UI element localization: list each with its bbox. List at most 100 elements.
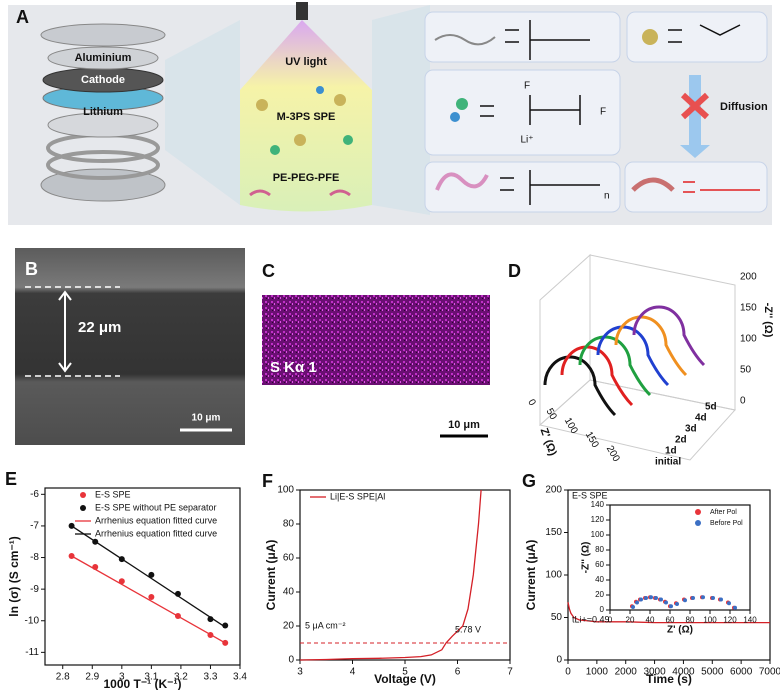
data-point <box>675 602 679 606</box>
x-axis-label: Time (s) <box>646 672 692 686</box>
particles <box>249 86 353 197</box>
thickness-label: 22 μm <box>78 319 121 336</box>
data-point <box>701 595 705 600</box>
element-label: S Kα 1 <box>270 359 317 376</box>
panel-letter: G <box>522 471 536 491</box>
data-point <box>683 598 687 603</box>
chem-text: F <box>600 107 606 118</box>
day-label: 4d <box>695 413 707 424</box>
data-point <box>649 595 653 600</box>
x-tick-label: 3.1 <box>144 672 158 683</box>
x-tick-label: 6 <box>455 667 461 678</box>
x-tick-label: 40 <box>646 616 655 625</box>
data-line <box>299 489 482 661</box>
uv-lamp <box>296 2 308 20</box>
y-tick-label: 0 <box>600 605 605 614</box>
panel-letter: B <box>25 259 38 279</box>
x-tick-label: 2.9 <box>85 672 99 683</box>
data-point <box>711 596 715 600</box>
data-point <box>635 600 639 605</box>
zoom-wedge <box>165 20 240 205</box>
y-tick-label: 100 <box>591 530 605 539</box>
y-axis-label: Current (μA) <box>524 540 538 611</box>
data-point <box>733 605 737 610</box>
panel-letter: E <box>5 469 17 489</box>
y-tick-label: -10 <box>25 615 40 626</box>
diffusion-label: Diffusion <box>720 101 768 113</box>
z-tick-label: 200 <box>740 272 757 283</box>
y-tick-label: -9 <box>30 584 39 595</box>
x-tick-label: 3.2 <box>174 672 188 683</box>
x-tick-label: 3000 <box>643 667 666 678</box>
z-tick-label: 100 <box>740 334 757 345</box>
y-tick-label: -7 <box>30 521 39 532</box>
y-tick-label: 20 <box>283 621 295 632</box>
data-line <box>567 602 770 624</box>
data-point <box>118 578 125 585</box>
y-tick-label: 20 <box>595 590 604 599</box>
data-point <box>148 594 155 601</box>
x-tick-label: 3.4 <box>233 672 247 683</box>
cell-label: Lithium <box>83 106 123 118</box>
zoom-wedge <box>372 5 430 215</box>
y-tick-label: -11 <box>25 647 39 658</box>
y-tick-label: 80 <box>595 545 604 554</box>
x-tick-label: 5000 <box>701 667 724 678</box>
data-point <box>631 605 635 609</box>
boundary <box>25 286 120 377</box>
day-label: 5d <box>705 402 717 413</box>
x-tick-label: 3 <box>119 672 125 683</box>
data-point <box>669 604 673 609</box>
x-tick-label: 2000 <box>615 667 638 678</box>
legend-swatch <box>695 509 701 515</box>
z-tick-label: 0 <box>740 396 746 407</box>
y-axis-label: -Z'' (Ω) <box>581 542 592 574</box>
annotation: E-S SPE <box>572 490 608 500</box>
data-point <box>654 596 658 600</box>
eis-curves-3d <box>543 305 706 417</box>
diffusion-arrow <box>680 145 710 158</box>
panel-letter: A <box>16 7 29 27</box>
data-point <box>639 597 643 602</box>
spe-label: M-3PS SPE <box>277 111 336 123</box>
legend-swatch <box>80 492 86 498</box>
data-point <box>719 597 723 602</box>
x-axis-label: Voltage (V) <box>374 672 436 686</box>
x-tick-label: 80 <box>686 616 695 625</box>
data-point <box>659 597 663 602</box>
chem-text: n <box>604 191 610 202</box>
z-tick-label: 150 <box>740 303 757 314</box>
legend-label: E-S SPE <box>95 489 131 499</box>
sem-image <box>15 248 245 445</box>
data-point <box>222 639 229 646</box>
chem-structure <box>480 95 581 125</box>
annotation: tLi+=0.49 <box>572 614 610 624</box>
y-tick-label: 100 <box>545 570 562 581</box>
x-tick-label: 2.8 <box>56 672 70 683</box>
x-axis-label: Z' (Ω) <box>667 625 693 636</box>
y-tick-label: 60 <box>595 560 604 569</box>
chain-icon <box>631 177 675 192</box>
panel-letter: F <box>262 471 273 491</box>
plot-frame <box>299 489 511 661</box>
x-tick-label: 150 <box>583 430 601 450</box>
y-tick-label: 200 <box>545 485 562 496</box>
chem-structure <box>683 181 760 193</box>
x-tick-label: 7 <box>507 667 513 678</box>
x-axis-label: Z' (Ω) <box>538 427 559 458</box>
box-3d <box>538 253 736 461</box>
annotation: 5.78 V <box>455 624 481 634</box>
coin-cell <box>40 23 166 202</box>
x-tick-label: 3.3 <box>204 672 218 683</box>
chain-icon <box>435 172 489 191</box>
legend-label: Arrhenius equation fitted curve <box>95 528 217 538</box>
x-tick-label: 120 <box>723 616 737 625</box>
plot-frame <box>609 504 751 611</box>
y-tick-label: 50 <box>551 612 563 623</box>
ion <box>456 98 468 110</box>
legend-boxes <box>424 11 768 213</box>
legend-label: Before Pol <box>710 520 743 527</box>
chem-structure <box>500 170 600 205</box>
data-point <box>222 622 229 629</box>
